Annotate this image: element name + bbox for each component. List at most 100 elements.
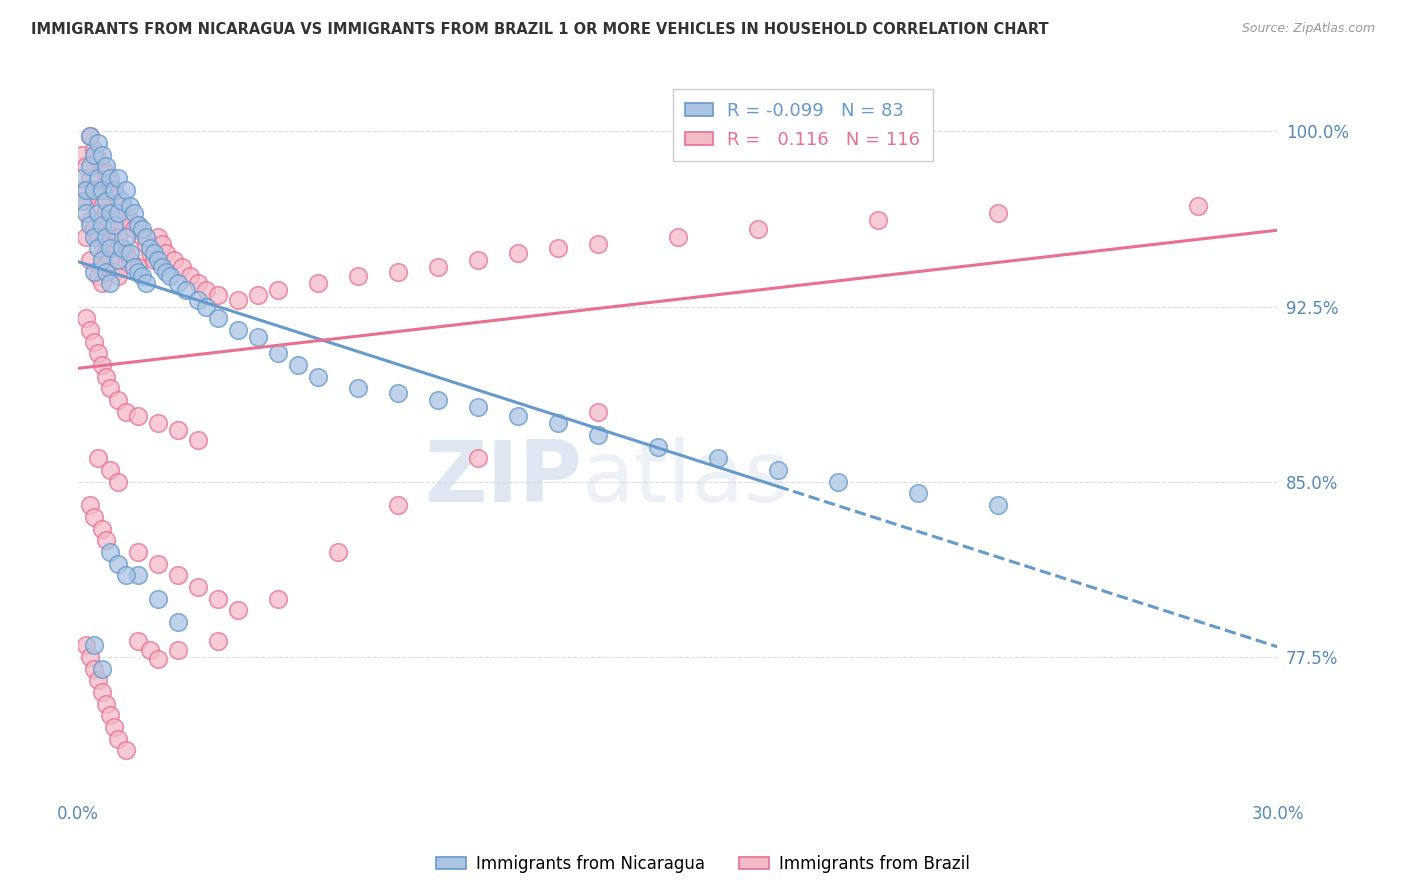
Point [103,720,125,734]
Point [146,417,169,431]
Point [247,288,270,302]
Point [87,206,110,220]
Point [103,183,125,197]
Point [586,428,609,442]
Point [98,381,121,395]
Point [83,143,105,157]
Point [83,662,105,676]
Point [79,171,101,186]
Point [120,199,142,213]
Point [347,269,370,284]
Point [107,557,129,571]
Point [111,194,134,209]
Point [87,190,110,204]
Point [139,245,162,260]
Point [115,245,138,260]
Point [107,190,129,204]
Point [766,463,789,477]
Point [267,283,290,297]
Point [150,260,173,274]
Point [467,252,489,267]
Point [127,218,149,232]
Point [174,283,197,297]
Point [131,229,153,244]
Point [586,405,609,419]
Point [547,417,569,431]
Point [307,277,329,291]
Point [91,685,114,699]
Point [94,166,117,180]
Point [287,358,309,372]
Point [91,160,114,174]
Point [115,405,138,419]
Point [120,213,142,227]
Point [107,229,129,244]
Point [98,277,121,291]
Point [207,288,229,302]
Point [506,245,529,260]
Point [107,392,129,407]
Point [647,440,669,454]
Point [94,264,117,278]
Point [167,615,190,629]
Point [91,252,114,267]
Point [79,498,101,512]
Point [139,643,162,657]
Point [139,241,162,255]
Point [94,229,117,244]
Point [91,218,114,232]
Point [70,171,93,186]
Legend: Immigrants from Nicaragua, Immigrants from Brazil: Immigrants from Nicaragua, Immigrants fr… [430,848,976,880]
Point [115,743,138,757]
Point [127,260,149,274]
Point [70,147,93,161]
Point [79,650,101,665]
Text: Source: ZipAtlas.com: Source: ZipAtlas.com [1241,22,1375,36]
Point [98,206,121,220]
Point [170,260,193,274]
Point [83,264,105,278]
Point [159,269,181,284]
Point [87,269,110,284]
Point [87,346,110,360]
Legend: R = -0.099   N = 83, R =   0.116   N = 116: R = -0.099 N = 83, R = 0.116 N = 116 [673,89,932,161]
Text: atlas: atlas [582,437,790,520]
Point [122,222,145,236]
Point [326,545,349,559]
Point [87,171,110,186]
Point [94,533,117,548]
Point [267,346,290,360]
Point [267,591,290,606]
Point [747,222,769,236]
Point [79,252,101,267]
Point [98,545,121,559]
Point [79,160,101,174]
Point [98,176,121,190]
Point [87,673,110,688]
Point [146,652,169,666]
Point [426,392,449,407]
Point [91,236,114,251]
Point [94,245,117,260]
Point [467,400,489,414]
Point [187,277,209,291]
Point [79,218,101,232]
Point [98,252,121,267]
Point [226,323,249,337]
Point [155,245,177,260]
Point [91,147,114,161]
Point [83,509,105,524]
Point [187,433,209,447]
Point [707,451,730,466]
Point [94,206,117,220]
Point [94,369,117,384]
Point [122,206,145,220]
Point [111,241,134,255]
Point [547,241,569,255]
Point [207,311,229,326]
Point [83,147,105,161]
Point [94,160,117,174]
Point [155,264,177,278]
Point [120,252,142,267]
Point [75,638,97,652]
